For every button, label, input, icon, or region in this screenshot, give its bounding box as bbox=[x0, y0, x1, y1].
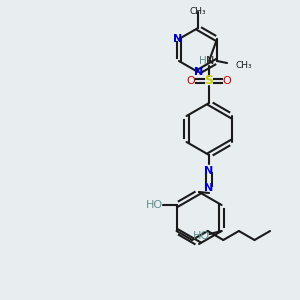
Text: O: O bbox=[223, 76, 231, 86]
Text: CH₃: CH₃ bbox=[235, 61, 252, 70]
Text: HO: HO bbox=[146, 200, 163, 210]
Text: CH₃: CH₃ bbox=[190, 7, 206, 16]
Text: N: N bbox=[204, 183, 214, 193]
Text: S: S bbox=[205, 74, 214, 88]
Text: HO: HO bbox=[193, 231, 210, 241]
Text: N: N bbox=[206, 56, 214, 66]
Text: N: N bbox=[173, 34, 183, 44]
Text: N: N bbox=[204, 166, 214, 176]
Text: H: H bbox=[199, 56, 207, 66]
Text: O: O bbox=[187, 76, 195, 86]
Text: N: N bbox=[194, 67, 204, 77]
